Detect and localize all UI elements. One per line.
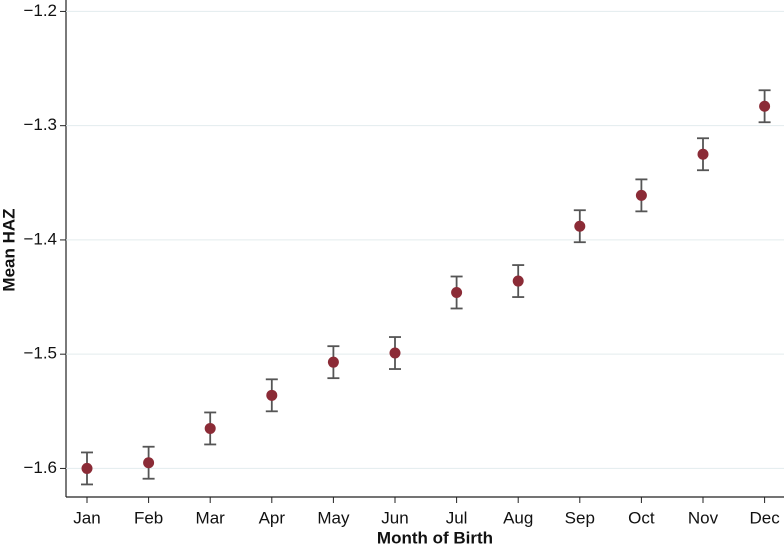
point bbox=[697, 148, 709, 160]
point bbox=[81, 462, 93, 474]
x-tick-label: Jul bbox=[446, 508, 468, 527]
y-tick-label: −1.3 bbox=[23, 115, 57, 134]
x-tick-label: Dec bbox=[749, 508, 780, 527]
point bbox=[574, 220, 586, 232]
x-tick-label: Nov bbox=[688, 508, 719, 527]
y-tick-label: −1.6 bbox=[23, 458, 57, 477]
y-tick-label: −1.4 bbox=[23, 229, 57, 248]
point bbox=[389, 347, 401, 359]
point bbox=[204, 422, 216, 434]
point bbox=[512, 275, 524, 287]
x-axis-title: Month of Birth bbox=[377, 528, 493, 547]
x-tick-label: Mar bbox=[196, 508, 226, 527]
point bbox=[759, 100, 771, 112]
point bbox=[266, 389, 278, 401]
x-tick-label: Feb bbox=[134, 508, 163, 527]
x-tick-label: Sep bbox=[565, 508, 595, 527]
x-tick-label: Jun bbox=[381, 508, 408, 527]
y-tick-label: −1.2 bbox=[23, 1, 57, 20]
x-tick-label: May bbox=[317, 508, 350, 527]
x-tick-label: Oct bbox=[628, 508, 655, 527]
y-tick-label: −1.5 bbox=[23, 344, 57, 363]
point bbox=[635, 189, 647, 201]
x-tick-label: Jan bbox=[73, 508, 100, 527]
point bbox=[327, 356, 339, 368]
y-axis-title: Mean HAZ bbox=[0, 208, 18, 291]
x-tick-label: Aug bbox=[503, 508, 533, 527]
point bbox=[451, 286, 463, 298]
point bbox=[143, 457, 155, 469]
x-tick-label: Apr bbox=[259, 508, 286, 527]
